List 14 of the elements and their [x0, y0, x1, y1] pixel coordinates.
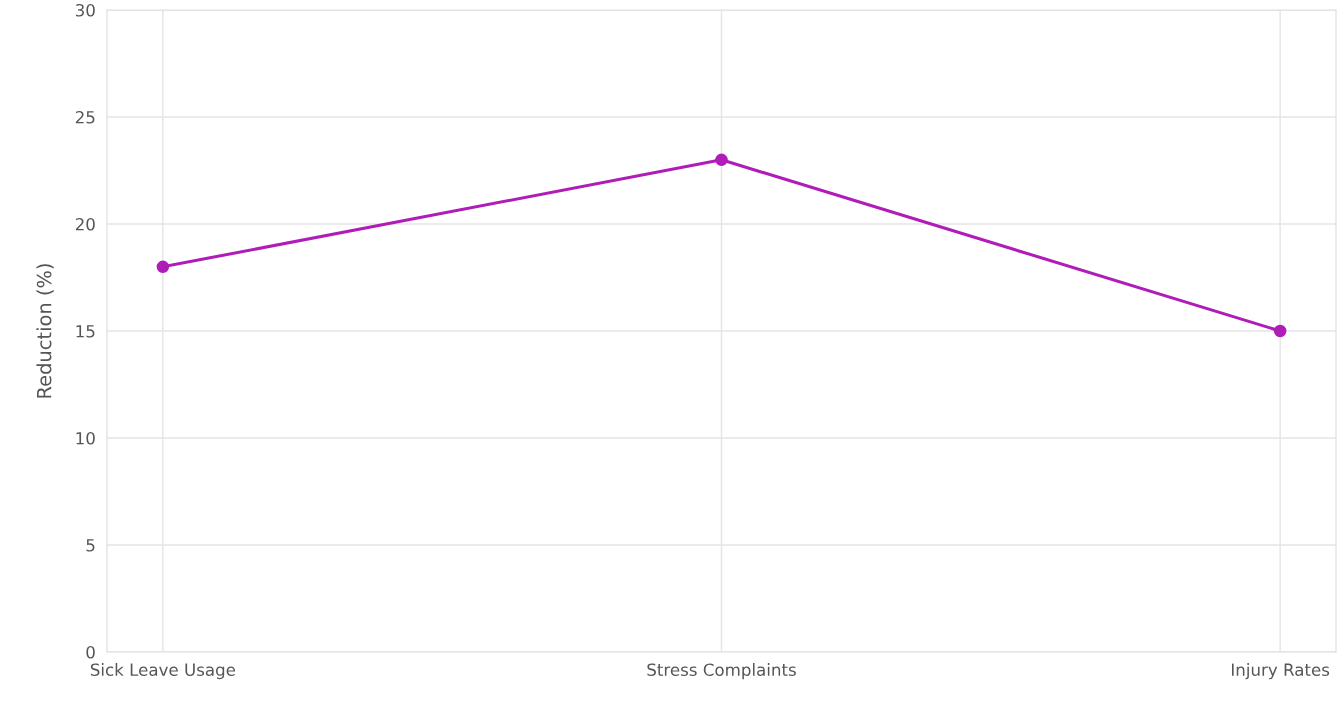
y-tick-label: 15	[76, 325, 95, 338]
y-axis-title: Reduction (%)	[36, 264, 54, 398]
y-tick-label: 30	[75, 3, 95, 17]
y-tick-label: 10	[76, 431, 95, 445]
point	[1273, 324, 1287, 338]
y-tick-label: 5	[86, 539, 95, 552]
point	[715, 153, 728, 167]
x-tick-label: Stress Complaints	[647, 663, 796, 680]
y-tick-label: 25	[75, 110, 95, 124]
x-tick-label: Injury Rates	[1231, 663, 1330, 680]
y-tick-label: 20	[75, 217, 95, 231]
x-tick-label: Sick Leave Usage	[90, 663, 236, 680]
y-tick-label: 0	[86, 645, 95, 659]
point	[156, 260, 170, 274]
